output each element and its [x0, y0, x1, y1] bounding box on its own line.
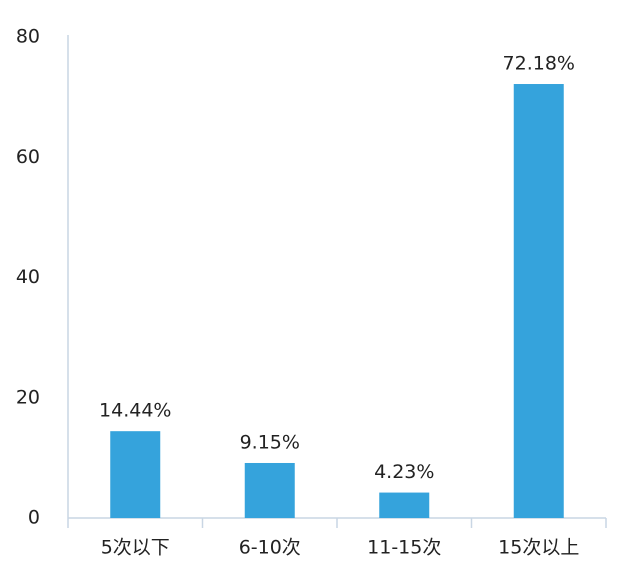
- bar: [110, 431, 161, 518]
- y-tick-label: 60: [16, 146, 40, 168]
- value-label: 9.15%: [240, 431, 300, 453]
- y-tick-label: 40: [16, 266, 40, 288]
- bar: [379, 492, 430, 518]
- y-tick-label: 20: [16, 386, 40, 408]
- y-tick-label: 0: [28, 507, 40, 529]
- x-tick-label: 5次以下: [101, 537, 170, 559]
- x-tick-label: 15次以上: [498, 537, 579, 559]
- y-tick-label: 80: [16, 26, 40, 48]
- x-tick-label: 6-10次: [239, 537, 301, 559]
- bar: [244, 462, 295, 518]
- value-label: 14.44%: [99, 400, 171, 422]
- bar: [513, 84, 564, 518]
- value-label: 4.23%: [374, 461, 434, 483]
- value-label: 72.18%: [503, 53, 575, 75]
- x-tick-label: 11-15次: [367, 537, 441, 559]
